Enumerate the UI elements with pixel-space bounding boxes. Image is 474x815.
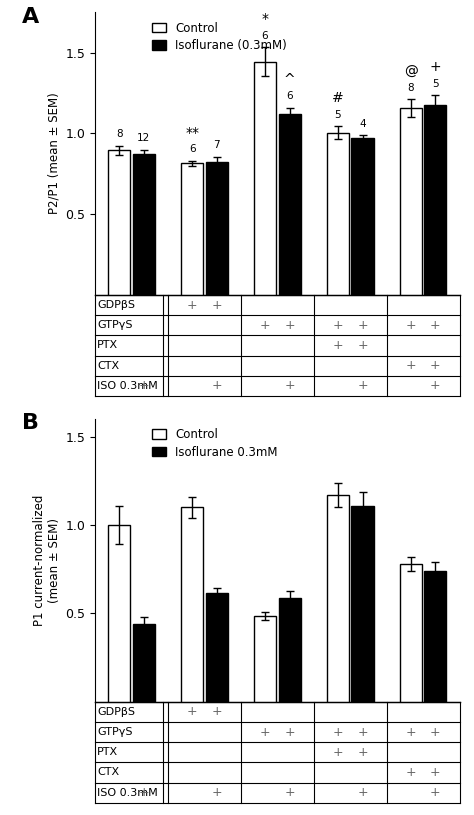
Bar <box>206 593 228 702</box>
Text: +: + <box>332 746 343 759</box>
Text: +: + <box>211 298 222 311</box>
Text: +: + <box>357 339 368 352</box>
Text: B: B <box>22 413 39 434</box>
Bar <box>254 616 276 702</box>
Text: +: + <box>430 359 441 372</box>
Text: 7: 7 <box>213 140 220 151</box>
Text: +: + <box>332 319 343 332</box>
Y-axis label: P2/P1 (mean ± SEM): P2/P1 (mean ± SEM) <box>48 93 61 214</box>
Text: +: + <box>430 319 441 332</box>
Text: +: + <box>260 319 270 332</box>
Text: PTX: PTX <box>97 747 118 757</box>
Text: +: + <box>284 725 295 738</box>
Bar <box>206 161 228 295</box>
Text: +: + <box>138 786 149 800</box>
Text: **: ** <box>185 126 199 140</box>
Text: +: + <box>211 380 222 392</box>
Text: +: + <box>357 319 368 332</box>
Text: +: + <box>260 725 270 738</box>
Text: +: + <box>405 766 416 779</box>
Bar <box>351 139 374 295</box>
Text: ISO 0.3mM: ISO 0.3mM <box>97 787 158 798</box>
Text: 5: 5 <box>335 110 341 120</box>
Bar <box>279 598 301 702</box>
Text: GDPβS: GDPβS <box>97 707 136 717</box>
Text: GTPγS: GTPγS <box>97 320 133 330</box>
Bar <box>327 495 349 702</box>
Text: 6: 6 <box>262 30 268 41</box>
Text: GTPγS: GTPγS <box>97 727 133 737</box>
Text: 6: 6 <box>286 91 293 101</box>
Bar <box>424 571 447 702</box>
Bar <box>108 151 130 295</box>
Text: 8: 8 <box>407 83 414 93</box>
Text: +: + <box>284 380 295 392</box>
Legend: Control, Isoflurane (0.3mM): Control, Isoflurane (0.3mM) <box>148 18 291 55</box>
Text: +: + <box>138 380 149 392</box>
Text: +: + <box>187 706 197 718</box>
Y-axis label: P1 current-normalized
(mean ± SEM): P1 current-normalized (mean ± SEM) <box>33 495 61 626</box>
Text: +: + <box>357 786 368 800</box>
Text: +: + <box>430 725 441 738</box>
Text: +: + <box>187 298 197 311</box>
Text: +: + <box>284 319 295 332</box>
Bar <box>400 564 422 702</box>
Text: PTX: PTX <box>97 341 118 350</box>
Legend: Control, Isoflurane 0.3mM: Control, Isoflurane 0.3mM <box>148 425 282 462</box>
Bar <box>327 133 349 295</box>
Text: GDPβS: GDPβS <box>97 300 136 310</box>
Text: *: * <box>262 12 268 26</box>
Text: +: + <box>357 746 368 759</box>
Text: +: + <box>211 706 222 718</box>
Text: ISO 0.3mM: ISO 0.3mM <box>97 381 158 391</box>
Text: CTX: CTX <box>97 768 119 778</box>
Text: +: + <box>430 380 441 392</box>
Bar <box>254 61 276 295</box>
Text: +: + <box>430 786 441 800</box>
Text: +: + <box>284 786 295 800</box>
Text: **: ** <box>137 641 151 656</box>
Bar <box>181 508 203 702</box>
Text: A: A <box>22 7 39 27</box>
Text: CTX: CTX <box>97 361 119 371</box>
Text: 6: 6 <box>189 144 195 154</box>
Bar <box>108 525 130 702</box>
Text: 4: 4 <box>359 118 366 129</box>
Text: +: + <box>430 766 441 779</box>
Text: +: + <box>211 786 222 800</box>
Bar <box>133 153 155 295</box>
Text: +: + <box>332 725 343 738</box>
Text: +: + <box>429 60 441 74</box>
Text: 12: 12 <box>137 133 151 143</box>
Bar <box>400 108 422 295</box>
Text: +: + <box>357 725 368 738</box>
Bar <box>133 624 155 702</box>
Text: #: # <box>332 91 344 105</box>
Text: 5: 5 <box>432 79 439 89</box>
Bar <box>279 114 301 295</box>
Text: +: + <box>405 359 416 372</box>
Bar <box>351 505 374 702</box>
Bar <box>424 105 447 295</box>
Text: +: + <box>357 380 368 392</box>
Text: @: @ <box>404 64 418 78</box>
Text: +: + <box>405 725 416 738</box>
Text: +: + <box>332 339 343 352</box>
Text: **: ** <box>210 609 224 623</box>
Text: +: + <box>405 319 416 332</box>
Text: ^: ^ <box>284 73 295 86</box>
Text: 8: 8 <box>116 129 122 139</box>
Bar <box>181 163 203 295</box>
